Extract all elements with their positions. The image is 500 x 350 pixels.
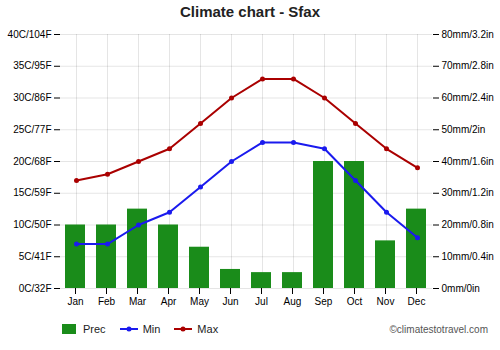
html-text:Max: Max	[197, 323, 219, 335]
html-text:Climate chart - Sfax: Climate chart - Sfax	[180, 3, 320, 20]
svg-text:Sep: Sep	[315, 296, 333, 307]
svg-text:Jan: Jan	[67, 296, 83, 307]
svg-text:60mm/2.4in: 60mm/2.4in	[442, 92, 494, 103]
svg-text:10mm/0.4in: 10mm/0.4in	[442, 251, 494, 262]
svg-text:0mm/0in: 0mm/0in	[442, 283, 480, 294]
svg-text:0C/32F: 0C/32F	[19, 283, 52, 294]
svg-text:10C/50F: 10C/50F	[13, 219, 51, 230]
html-text:Prec: Prec	[83, 323, 106, 335]
svg-text:Dec: Dec	[408, 296, 426, 307]
svg-text:40C/104F: 40C/104F	[8, 29, 52, 40]
svg-text:Oct: Oct	[347, 296, 363, 307]
svg-text:Jun: Jun	[222, 296, 238, 307]
svg-text:25C/77F: 25C/77F	[13, 124, 51, 135]
svg-text:50mm/2in: 50mm/2in	[442, 124, 486, 135]
svg-text:5C/41F: 5C/41F	[19, 251, 52, 262]
svg-text:Nov: Nov	[377, 296, 395, 307]
svg-text:15C/59F: 15C/59F	[13, 187, 51, 198]
svg-text:Mar: Mar	[129, 296, 147, 307]
svg-text:30C/86F: 30C/86F	[13, 92, 51, 103]
svg-text:20mm/0.8in: 20mm/0.8in	[442, 219, 494, 230]
svg-text:70mm/2.8in: 70mm/2.8in	[442, 60, 494, 71]
svg-text:40mm/1.6in: 40mm/1.6in	[442, 156, 494, 167]
svg-text:Apr: Apr	[161, 296, 177, 307]
svg-text:80mm/3.2in: 80mm/3.2in	[442, 29, 494, 40]
svg-text:20C/68F: 20C/68F	[13, 156, 51, 167]
svg-text:May: May	[190, 296, 209, 307]
svg-text:30mm/1.2in: 30mm/1.2in	[442, 187, 494, 198]
html-text:Min: Min	[142, 323, 161, 335]
svg-text:35C/95F: 35C/95F	[13, 60, 51, 71]
html-text:©climatestotravel.com: ©climatestotravel.com	[389, 323, 488, 335]
svg-text:Jul: Jul	[255, 296, 268, 307]
svg-text:Feb: Feb	[98, 296, 116, 307]
svg-text:Aug: Aug	[284, 296, 302, 307]
